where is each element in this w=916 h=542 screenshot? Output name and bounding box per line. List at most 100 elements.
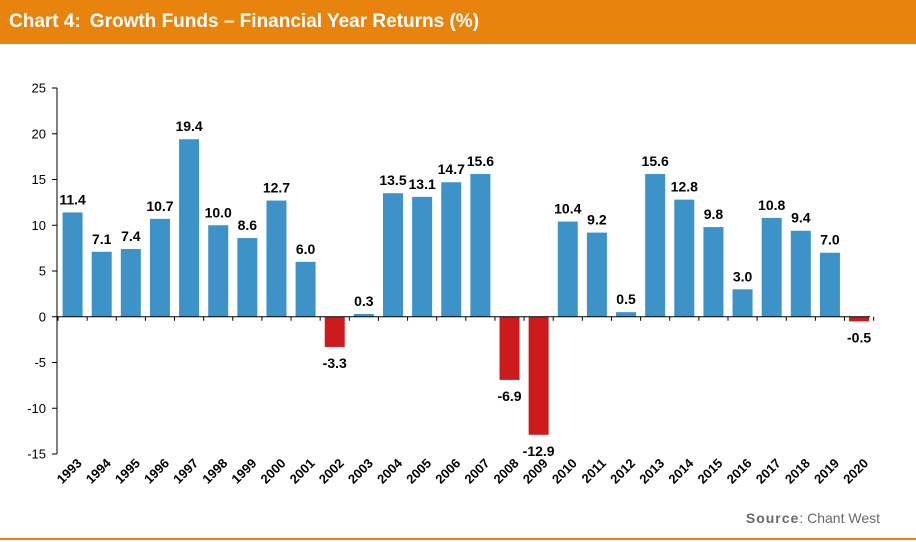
x-tick-label-2001: 2001 (287, 456, 318, 487)
bar-2007 (470, 174, 491, 317)
data-label-2003: 0.3 (354, 293, 374, 309)
bar-2000 (266, 200, 287, 317)
data-label-2004: 13.5 (379, 172, 406, 188)
data-label-2000: 12.7 (263, 180, 290, 196)
bar-1993 (62, 212, 83, 317)
x-tick-label-1999: 1999 (228, 456, 259, 487)
x-tick-label-2006: 2006 (432, 456, 463, 487)
chart-title: Growth Funds – Financial Year Returns (%… (89, 11, 480, 32)
data-label-1993: 11.4 (59, 191, 86, 207)
x-tick-label-2016: 2016 (724, 456, 755, 487)
data-label-2001: 6.0 (296, 241, 316, 257)
bar-2014 (674, 199, 695, 317)
data-label-2018: 9.4 (791, 210, 811, 226)
bar-1997 (179, 139, 200, 317)
x-tick-label-2007: 2007 (461, 456, 492, 487)
bar-2006 (441, 182, 462, 317)
x-tick-label-2004: 2004 (374, 455, 406, 487)
bar-2008 (499, 316, 520, 380)
data-label-2005: 13.1 (409, 176, 436, 192)
data-label-1995: 7.4 (121, 228, 141, 244)
data-label-1996: 10.7 (146, 198, 173, 214)
bar-1996 (149, 218, 170, 317)
x-tick-label-2003: 2003 (345, 456, 376, 487)
bar-2004 (382, 193, 403, 317)
data-label-2015: 9.8 (704, 206, 724, 222)
y-tick-label: 5 (39, 264, 46, 279)
x-tick-label-2009: 2009 (520, 456, 551, 487)
bar-2018 (790, 230, 811, 317)
chart-header: Chart 4: Growth Funds – Financial Year Re… (0, 0, 916, 44)
bar-2003 (353, 314, 374, 317)
data-label-2014: 12.8 (671, 179, 698, 195)
bottom-divider (0, 538, 916, 540)
x-tick-label-2002: 2002 (316, 456, 347, 487)
bar-2016 (732, 289, 753, 317)
x-tick-label-1996: 1996 (141, 456, 172, 487)
x-tick-label-2017: 2017 (753, 456, 784, 487)
y-tick-label: -15 (27, 447, 46, 462)
x-tick-label-2008: 2008 (491, 456, 522, 487)
y-tick-label: 25 (32, 81, 46, 96)
x-tick-label-2019: 2019 (811, 456, 842, 487)
bar-2010 (557, 221, 578, 317)
x-tick-label-2012: 2012 (607, 456, 638, 487)
x-tick-label-2014: 2014 (665, 455, 697, 487)
y-tick-label: 20 (32, 126, 46, 141)
data-label-1997: 19.4 (175, 118, 202, 134)
data-label-2006: 14.7 (438, 161, 465, 177)
data-label-2013: 15.6 (642, 153, 669, 169)
x-tick-label-1995: 1995 (112, 456, 143, 487)
data-label-2007: 15.6 (467, 153, 494, 169)
y-tick-label: 0 (39, 309, 46, 324)
x-tick-label-1997: 1997 (170, 456, 201, 487)
data-label-2008: -6.9 (497, 388, 521, 404)
bar-2012 (616, 312, 637, 317)
bar-2020 (849, 316, 870, 322)
bar-2017 (761, 217, 782, 317)
data-label-2017: 10.8 (758, 197, 785, 213)
bar-1994 (91, 251, 112, 317)
chart-number-label: Chart 4: (9, 11, 81, 32)
source-label: Source (745, 510, 800, 526)
x-tick-label-2013: 2013 (636, 456, 667, 487)
bar-1995 (120, 249, 141, 317)
data-label-2002: -3.3 (323, 355, 347, 371)
data-label-2019: 7.0 (820, 232, 840, 248)
data-label-1998: 10.0 (205, 204, 232, 220)
bar-2013 (645, 174, 666, 317)
x-tick-label-1994: 1994 (83, 455, 115, 487)
bar-2009 (528, 316, 549, 435)
bar-2011 (586, 232, 607, 317)
source-note: Source: Chant West (746, 510, 880, 526)
y-tick-label: 10 (32, 218, 46, 233)
bar-1999 (237, 238, 258, 317)
data-label-2009: -12.9 (523, 443, 555, 459)
x-tick-label-2018: 2018 (782, 456, 813, 487)
bar-2001 (295, 261, 316, 317)
data-label-2012: 0.5 (616, 291, 636, 307)
bar-2005 (412, 196, 433, 317)
x-tick-label-1998: 1998 (199, 456, 230, 487)
y-tick-label: 15 (32, 172, 46, 187)
source-text: : Chant West (799, 510, 880, 526)
data-label-1999: 8.6 (238, 217, 258, 233)
y-tick-label: -5 (34, 355, 46, 370)
x-tick-label-2020: 2020 (840, 456, 871, 487)
x-tick-label-2010: 2010 (549, 456, 580, 487)
x-tick-label-2005: 2005 (403, 456, 434, 487)
x-tick-label-2011: 2011 (578, 456, 609, 487)
y-tick-label: -10 (27, 401, 46, 416)
x-tick-label-1993: 1993 (54, 456, 85, 487)
x-tick-label-2000: 2000 (258, 456, 289, 487)
data-label-2011: 9.2 (587, 212, 607, 228)
data-label-2010: 10.4 (554, 201, 581, 217)
bar-2002 (324, 316, 345, 347)
data-label-2016: 3.0 (733, 268, 753, 284)
data-label-2020: -0.5 (847, 329, 871, 345)
bar-2015 (703, 227, 724, 317)
bar-2019 (819, 252, 840, 317)
x-tick-label-2015: 2015 (694, 456, 725, 487)
data-label-1994: 7.1 (92, 231, 112, 247)
